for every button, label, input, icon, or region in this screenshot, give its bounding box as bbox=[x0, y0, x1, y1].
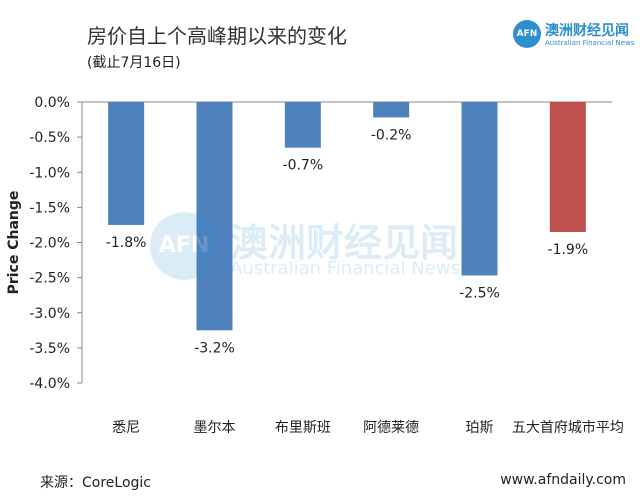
bar-data-label: -2.5% bbox=[459, 286, 500, 302]
y-tick-label: 0.0% bbox=[34, 95, 70, 111]
y-tick-label: -1.5% bbox=[29, 200, 70, 216]
bar bbox=[284, 102, 321, 148]
bar-data-label: -0.7% bbox=[283, 158, 324, 174]
logo-name-cn: 澳洲财经见闻 bbox=[545, 23, 629, 39]
x-category-label: 布里斯班 bbox=[275, 420, 331, 436]
x-category-label: 悉尼 bbox=[112, 420, 140, 436]
source-note: 来源：CoreLogic bbox=[40, 475, 151, 491]
bar-data-label: -1.8% bbox=[106, 235, 147, 251]
x-category-label: 珀斯 bbox=[466, 420, 494, 436]
y-tick-label: -4.0% bbox=[29, 376, 70, 392]
y-axis-title: Price Change bbox=[6, 191, 22, 295]
logo-name-en: Australian Financial News bbox=[545, 39, 635, 47]
x-category-label: 阿德莱德 bbox=[363, 420, 419, 436]
bar bbox=[549, 102, 586, 232]
bar bbox=[196, 102, 233, 331]
bar bbox=[373, 102, 410, 118]
bar bbox=[461, 102, 498, 276]
y-tick-label: -2.5% bbox=[29, 271, 70, 287]
bar-data-label: -1.9% bbox=[548, 242, 589, 258]
chart-subtitle: (截止7月16日) bbox=[87, 55, 181, 71]
x-category-label: 墨尔本 bbox=[194, 420, 236, 436]
chart-title: 房价自上个高峰期以来的变化 bbox=[87, 24, 347, 48]
y-tick-label: -3.5% bbox=[29, 341, 70, 357]
website-url: www.afndaily.com bbox=[500, 472, 626, 488]
afn-logo-icon: AFN bbox=[513, 20, 541, 48]
y-tick-label: -1.0% bbox=[29, 165, 70, 181]
y-tick-label: -2.0% bbox=[29, 236, 70, 252]
y-tick-label: -3.0% bbox=[29, 306, 70, 322]
y-tick-label: -0.5% bbox=[29, 130, 70, 146]
afn-logo: AFN 澳洲财经见闻 Australian Financial News bbox=[513, 20, 635, 50]
bar bbox=[108, 102, 145, 225]
bar-data-label: -0.2% bbox=[371, 127, 412, 143]
bar-data-label: -3.2% bbox=[194, 340, 235, 356]
x-category-label: 五大首府城市平均 bbox=[512, 419, 624, 436]
